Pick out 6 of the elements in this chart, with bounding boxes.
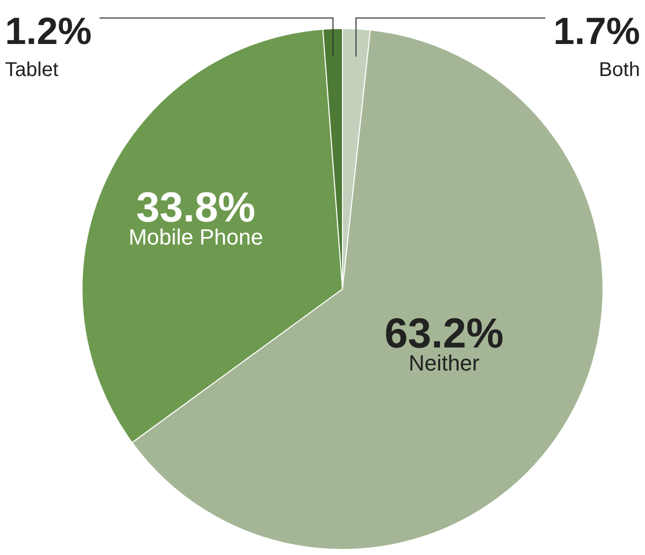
data-label: 1.2% <box>5 11 92 53</box>
slice-label: Mobile Phone <box>128 224 264 250</box>
slice-label: Neither <box>408 350 480 376</box>
slice-label: Tablet <box>5 59 59 81</box>
data-label: 1.7% <box>553 11 640 53</box>
slice-label: Both <box>598 59 640 81</box>
